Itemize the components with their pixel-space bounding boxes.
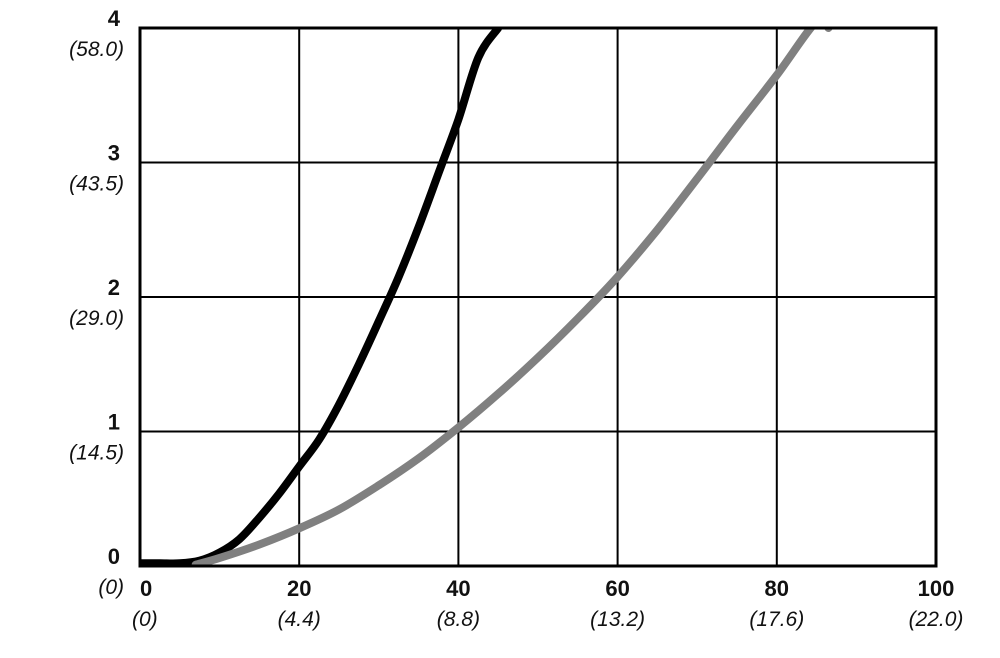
y-tick-sublabel-0: (0) (98, 576, 124, 599)
x-tick-sublabel-0: (0) (132, 608, 158, 631)
series-line-2 (191, 28, 833, 566)
x-tick-label-3: 60 (605, 576, 629, 601)
x-tick-sublabel-3: (13.2) (590, 608, 645, 631)
y-tick-label-0: 0 (108, 544, 120, 569)
x-axis-ticks: 0 (0) 20 (4.4) 40 (8.8) 60 (13.2) 80 (17.6) 100 (22… (132, 576, 963, 631)
y-tick-sublabel-4: (58.0) (69, 38, 124, 61)
y-tick-sublabel-1: (14.5) (69, 442, 124, 465)
y-tick-label-2: 2 (108, 275, 120, 300)
x-tick-sublabel-1: (4.4) (278, 608, 321, 631)
x-tick-label-2: 40 (446, 576, 470, 601)
y-tick-label-3: 3 (108, 141, 120, 166)
x-tick-sublabel-5: (22.0) (909, 608, 964, 631)
x-tick-sublabel-2: (8.8) (437, 608, 480, 631)
y-tick-sublabel-2: (29.0) (69, 307, 124, 330)
x-tick-label-0: 0 (140, 576, 152, 601)
y-tick-label-1: 1 (108, 410, 120, 435)
plot-border (138, 26, 938, 568)
x-tick-label-1: 20 (287, 576, 311, 601)
y-axis-ticks: 0 (0) 1 (14.5) 2 (29.0) 3 (43.5) 4 (58.0) (69, 6, 124, 599)
y-tick-sublabel-3: (43.5) (69, 173, 124, 196)
y-tick-label-4: 4 (108, 6, 121, 31)
series-line-1 (140, 28, 503, 566)
x-tick-label-4: 80 (765, 576, 789, 601)
grid (139, 27, 937, 567)
series-layer (140, 28, 833, 566)
x-tick-sublabel-4: (17.6) (749, 608, 804, 631)
x-tick-label-5: 100 (918, 576, 955, 601)
